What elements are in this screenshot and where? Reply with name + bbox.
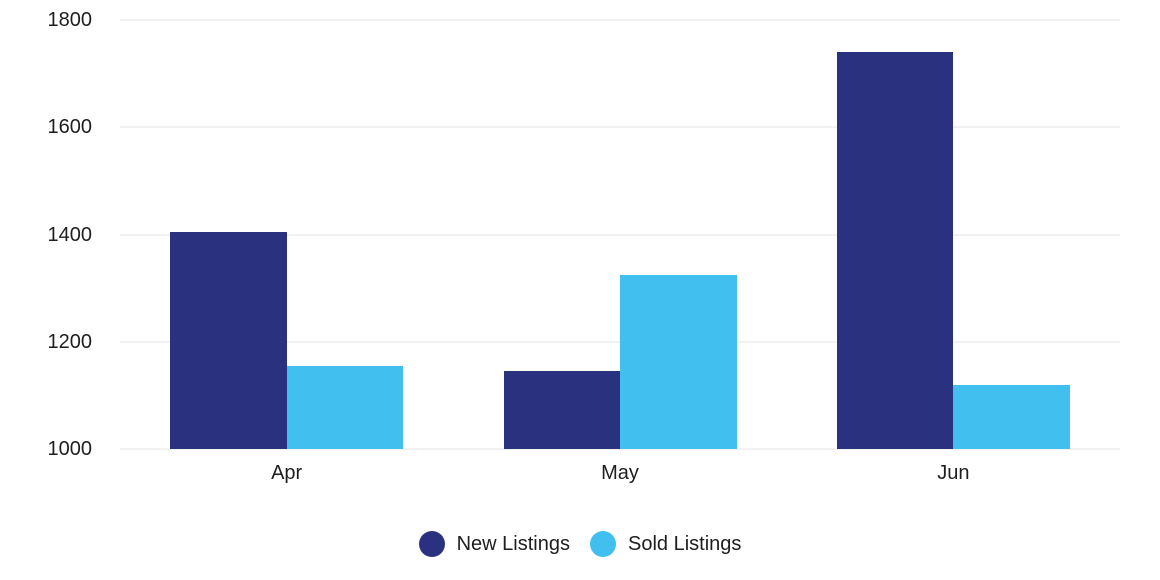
y-axis-tick-label: 1600: [47, 116, 93, 139]
x-axis-tick-label: Apr: [271, 462, 303, 484]
plot-area: [120, 19, 1120, 450]
x-axis-tick-label: Jun: [937, 462, 970, 484]
legend-item-sold-listings: Sold Listings: [589, 531, 742, 557]
bar-new-listings-may[interactable]: [503, 371, 620, 449]
y-axis-tick-label: 1400: [47, 223, 93, 246]
legend-item-new-listings: New Listings: [418, 531, 570, 557]
x-axis-tick-label: May: [601, 462, 639, 484]
gridline-1000: [120, 448, 1120, 450]
bar-new-listings-jun[interactable]: [836, 52, 954, 449]
bar-group-apr: [170, 20, 404, 449]
bar-group-may: [503, 20, 737, 449]
bar-sold-listings-may[interactable]: [620, 274, 737, 449]
bar-sold-listings-jun[interactable]: [953, 384, 1070, 449]
y-axis-tick-label: 1800: [47, 9, 93, 31]
bar-group-jun: [836, 20, 1070, 449]
gridline-1400: [120, 233, 1120, 236]
legend-swatch-sold-listings-icon: [589, 531, 616, 557]
legend-label: New Listings: [456, 532, 570, 555]
bar-new-listings-apr[interactable]: [170, 231, 287, 449]
y-axis-tick-label: 1000: [47, 438, 93, 460]
bar-sold-listings-apr[interactable]: [286, 365, 404, 449]
gridline-1800: [120, 19, 1120, 21]
legend: New Listings Sold Listings: [0, 531, 1160, 557]
legend-swatch-new-listings-icon: [418, 531, 445, 557]
gridline-1600: [120, 126, 1120, 129]
legend-label: Sold Listings: [627, 532, 742, 555]
y-axis-tick-label: 1200: [47, 330, 93, 353]
